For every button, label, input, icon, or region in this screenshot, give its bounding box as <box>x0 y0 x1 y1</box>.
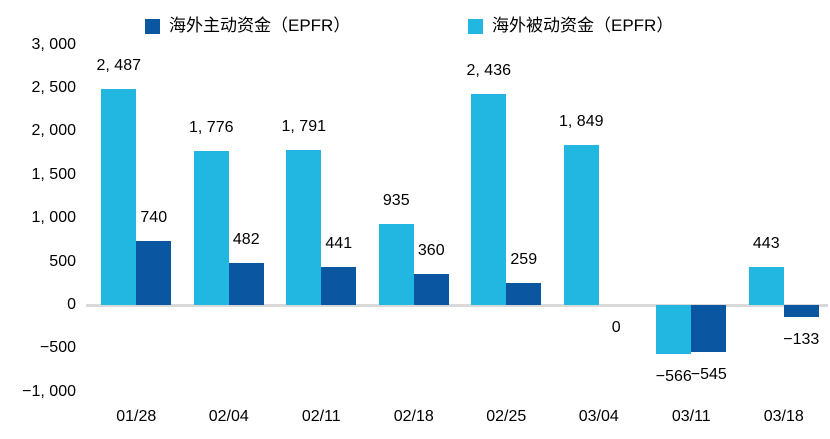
y-tick-label: −500 <box>39 339 76 357</box>
bar-passive <box>471 93 507 305</box>
y-tick-label: 2, 000 <box>31 122 76 140</box>
bar-active <box>506 282 542 305</box>
data-label: 1, 849 <box>559 112 604 130</box>
x-axis-line <box>86 304 828 307</box>
y-tick-label: 1, 000 <box>31 209 76 227</box>
data-label: 1, 776 <box>189 118 234 136</box>
x-tick-label: 02/25 <box>486 408 527 425</box>
data-label: −545 <box>690 366 727 384</box>
x-tick-label: 03/18 <box>763 408 804 425</box>
x-tick-label: 02/11 <box>301 408 341 425</box>
data-label: 2, 436 <box>466 61 511 79</box>
data-label: 740 <box>140 208 168 226</box>
legend-item: 海外主动资金（EPFR） <box>145 16 350 36</box>
legend-label: 海外主动资金（EPFR） <box>169 16 351 35</box>
data-label: 482 <box>232 231 260 249</box>
x-tick-label: 02/04 <box>208 408 249 425</box>
legend-label: 海外被动资金（EPFR） <box>492 16 674 35</box>
data-label: 259 <box>510 250 538 268</box>
data-label: 360 <box>417 241 445 259</box>
x-tick-label: 03/04 <box>578 408 619 425</box>
data-label: −566 <box>655 368 692 386</box>
data-label: 2, 487 <box>96 57 141 75</box>
bar-passive <box>656 305 692 355</box>
y-tick-label: −1, 000 <box>22 382 76 400</box>
data-label: 1, 791 <box>281 117 326 135</box>
bar-active <box>783 305 819 317</box>
y-tick-label: 2, 500 <box>31 79 76 96</box>
data-label: −133 <box>783 330 820 348</box>
data-label: 935 <box>382 191 410 209</box>
y-tick-label: 1, 500 <box>31 165 76 183</box>
bar-active <box>228 263 264 305</box>
x-tick-label: 03/11 <box>671 408 711 425</box>
bar-passive <box>286 149 322 305</box>
bar-active <box>691 305 727 353</box>
legend-item: 海外被动资金（EPFR） <box>468 16 673 36</box>
x-tick-label: 02/18 <box>393 408 434 425</box>
legend-swatch-icon <box>468 18 483 34</box>
bar-passive <box>748 266 784 305</box>
bar-passive <box>378 223 414 305</box>
data-label: 0 <box>611 319 621 336</box>
y-tick-label: 500 <box>49 252 76 270</box>
bar-active <box>413 273 449 305</box>
x-tick-label: 01/28 <box>116 408 157 425</box>
data-label: 443 <box>752 234 780 252</box>
bar-active <box>136 240 172 305</box>
bar-passive <box>101 89 137 305</box>
bar-active <box>321 266 357 305</box>
data-label: 441 <box>325 234 353 252</box>
y-tick-label: 3, 000 <box>31 35 76 53</box>
y-tick-label: 0 <box>67 296 76 313</box>
legend-swatch-icon <box>145 18 160 34</box>
bar-passive <box>563 144 599 305</box>
bar-passive <box>193 150 229 305</box>
